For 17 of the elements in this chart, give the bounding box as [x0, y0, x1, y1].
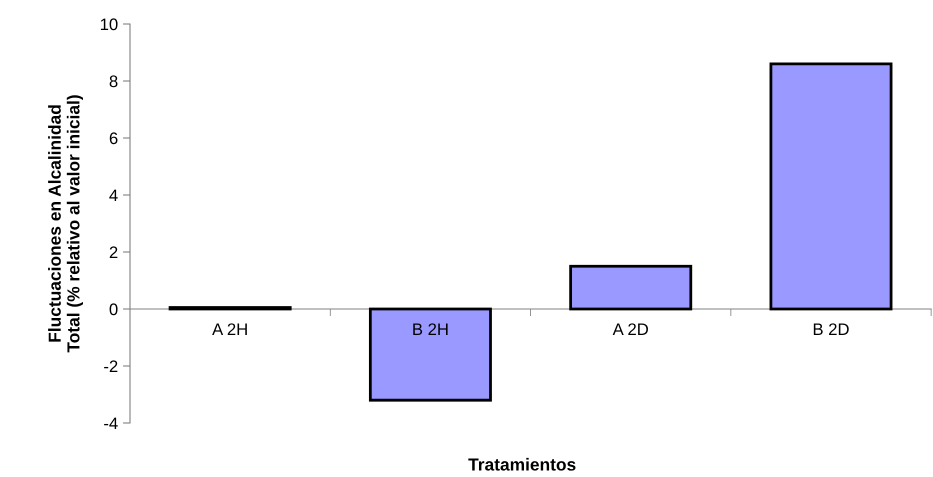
x-tick-label: A 2D — [612, 323, 648, 335]
y-tick-label: 8 — [110, 75, 118, 88]
y-tick-label: 4 — [109, 190, 118, 202]
y-tick-label: 2 — [110, 246, 118, 258]
x-tick-label: B 2D — [814, 323, 849, 335]
y-tick-label: 6 — [110, 132, 118, 144]
x-tick-label: A 2H — [212, 323, 247, 335]
y-tick-label: 10 — [100, 18, 118, 30]
bar — [770, 62, 892, 310]
bar — [569, 264, 692, 310]
bar — [368, 308, 492, 402]
x-axis-title: Tratamientos — [468, 458, 576, 471]
y-tick-label: 0 — [110, 303, 118, 316]
x-tick-label: B 2H — [413, 323, 448, 335]
y-tick-label: -4 — [104, 418, 118, 430]
y-axis-title: Fluctuaciones en Alcalinidad Total (% relativo al valor inicial) — [48, 95, 83, 352]
y-tick-label: -2 — [104, 360, 118, 372]
